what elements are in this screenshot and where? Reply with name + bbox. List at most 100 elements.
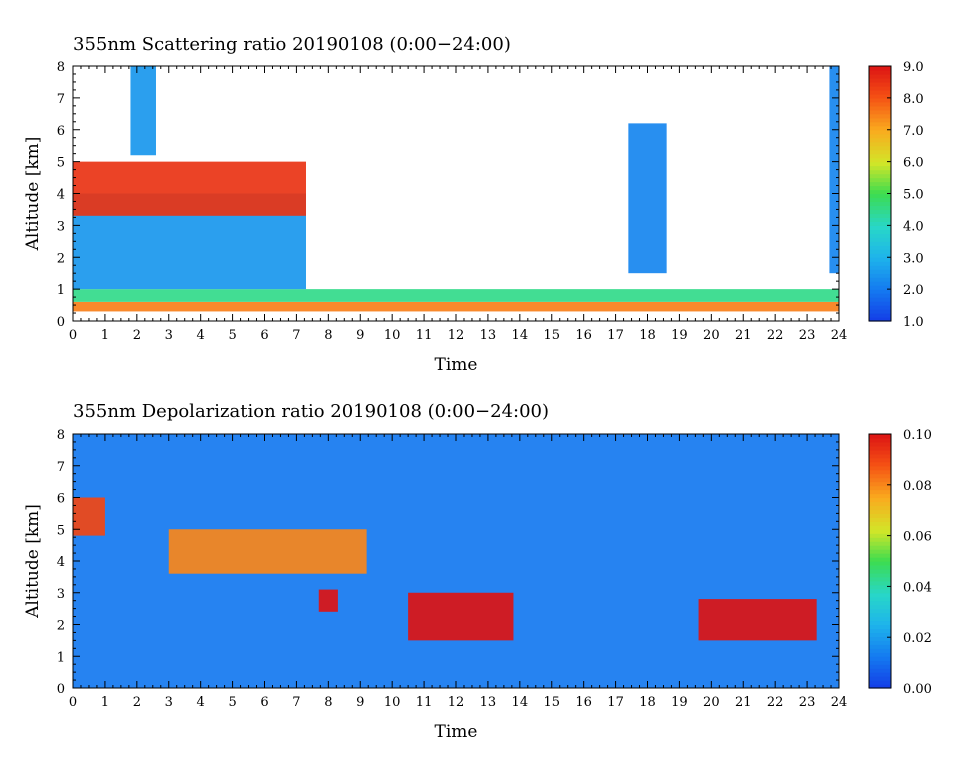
colorbar-segment <box>869 133 891 139</box>
data-feature-4 <box>318 589 338 612</box>
colorbar-segment <box>869 153 891 159</box>
colorbar-segment <box>869 640 891 645</box>
colorbar-segment <box>869 221 891 226</box>
colorbar-segment <box>869 177 891 183</box>
x-tick-label: 24 <box>831 695 848 710</box>
colorbar-segment <box>869 69 891 75</box>
colorbar-tick-label: 4.0 <box>903 219 924 234</box>
colorbar-segment <box>869 245 891 250</box>
x-tick-label: 8 <box>324 328 332 343</box>
x-tick-label: 17 <box>607 328 624 343</box>
x-tick-label: 15 <box>543 695 560 710</box>
colorbar-segment <box>869 533 891 538</box>
colorbar-segment <box>869 89 891 95</box>
x-tick-label: 19 <box>671 328 688 343</box>
x-tick-label: 13 <box>480 695 497 710</box>
x-tick-label: 18 <box>639 328 656 343</box>
y-tick-label: 6 <box>57 492 65 507</box>
y-tick-label: 0 <box>57 315 65 330</box>
colorbar-tick-label: 0.00 <box>903 682 932 697</box>
colorbar-segment <box>869 269 891 274</box>
colorbar-segment <box>869 501 891 507</box>
x-tick-label: 1 <box>101 328 109 343</box>
colorbar-segment <box>869 317 891 322</box>
x-tick-label: 8 <box>324 695 332 710</box>
colorbar-tick-label: 1.0 <box>903 315 924 330</box>
colorbar-segment <box>869 680 891 685</box>
colorbar-segment <box>869 473 891 479</box>
colorbar-segment <box>869 505 891 511</box>
colorbar-segment <box>869 600 891 606</box>
colorbar-segment <box>869 141 891 147</box>
x-tick-label: 3 <box>165 695 173 710</box>
colorbar-segment <box>869 461 891 467</box>
colorbar-segment <box>869 289 891 294</box>
colorbar-segment <box>869 157 891 163</box>
colorbar-segment <box>869 145 891 151</box>
x-tick-label: 20 <box>703 328 720 343</box>
x-tick-label: 14 <box>512 695 529 710</box>
colorbar-segment <box>869 66 891 71</box>
colorbar-segment <box>869 465 891 471</box>
colorbar-segment <box>869 568 891 574</box>
colorbar-segment <box>869 616 891 622</box>
colorbar-tick-label: 9.0 <box>903 60 924 75</box>
colorbar-segment <box>869 525 891 530</box>
x-tick-label: 24 <box>831 328 848 343</box>
data-feature-5 <box>73 497 105 536</box>
colorbar-segment <box>869 541 891 546</box>
x-tick-label: 3 <box>165 328 173 343</box>
panel-2: 355nm Depolarization ratio 20190108 (0:0… <box>23 401 932 742</box>
x-tick-label: 16 <box>575 695 592 710</box>
x-tick-label: 6 <box>260 328 268 343</box>
colorbar-segment <box>869 612 891 618</box>
colorbar-segment <box>869 105 891 111</box>
y-tick-label: 0 <box>57 682 65 697</box>
x-tick-label: 1 <box>101 695 109 710</box>
colorbar-segment <box>869 297 891 302</box>
x-tick-label: 21 <box>735 695 752 710</box>
colorbar-segment <box>869 485 891 491</box>
colorbar-segment <box>869 517 891 522</box>
data-feature-3 <box>698 599 817 641</box>
colorbar-segment <box>869 469 891 475</box>
colorbar-segment <box>869 161 891 167</box>
y-tick-label: 3 <box>57 219 65 234</box>
colorbar-segment <box>869 513 891 518</box>
colorbar-segment <box>869 576 891 582</box>
colorbar-segment <box>869 620 891 626</box>
data-feature-7 <box>829 66 839 274</box>
colorbar-segment <box>869 189 891 195</box>
colorbar-segment <box>869 281 891 286</box>
x-tick-label: 23 <box>799 328 816 343</box>
x-tick-label: 5 <box>228 695 236 710</box>
x-tick-label: 4 <box>197 695 205 710</box>
colorbar-segment <box>869 229 891 234</box>
y-axis-label: Altitude [km] <box>23 504 43 619</box>
data-feature-6 <box>628 123 667 274</box>
colorbar-segment <box>869 205 891 211</box>
y-tick-label: 1 <box>57 283 65 298</box>
colorbar-segment <box>869 117 891 123</box>
colorbar-segment <box>869 553 891 558</box>
colorbar-tick-label: 6.0 <box>903 156 924 171</box>
x-tick-label: 4 <box>197 328 205 343</box>
x-tick-label: 22 <box>767 328 784 343</box>
colorbar: 0.00 0.02 0.04 0.06 0.08 0.10 <box>868 428 932 697</box>
colorbar-segment <box>869 137 891 143</box>
colorbar-segment <box>869 604 891 610</box>
colorbar-segment <box>869 213 891 219</box>
colorbar-segment <box>869 209 891 215</box>
x-tick-label: 0 <box>69 695 77 710</box>
colorbar-segment <box>869 449 891 455</box>
colorbar-segment <box>869 113 891 119</box>
colorbar-segment <box>869 237 891 242</box>
colorbar-tick-label: 0.04 <box>903 580 932 595</box>
colorbar-segment <box>869 545 891 550</box>
x-tick-label: 9 <box>356 328 364 343</box>
colorbar-segment <box>869 293 891 298</box>
colorbar-segment <box>869 481 891 487</box>
colorbar-segment <box>869 129 891 135</box>
colorbar-segment <box>869 608 891 614</box>
